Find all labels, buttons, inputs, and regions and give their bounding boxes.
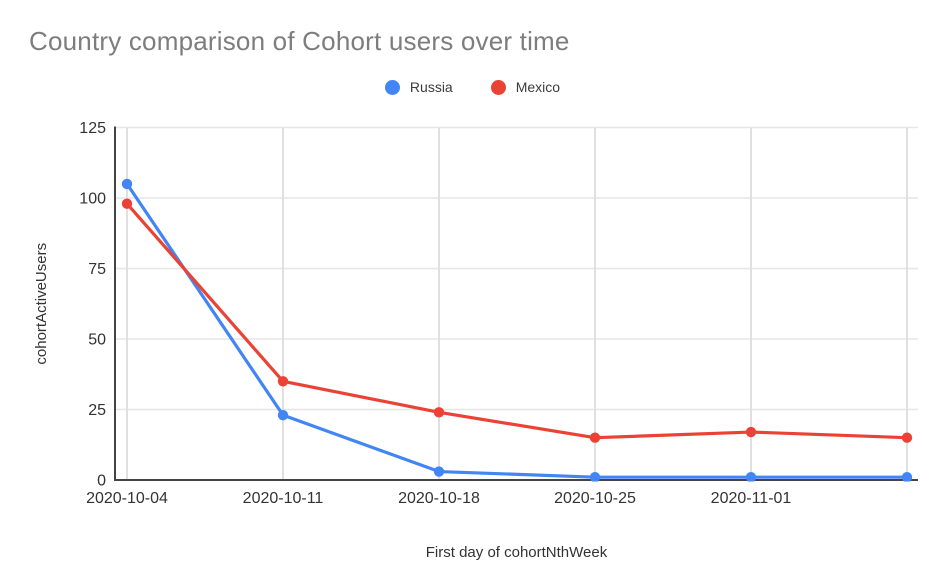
data-point-mexico-4[interactable] [745,426,757,438]
data-point-mexico-2[interactable] [433,407,445,418]
x-axis-title: First day of cohortNthWeek [426,544,608,561]
x-tick-label-2020-10-18: 2020-10-18 [398,490,480,507]
y-tick-label-100: 100 [79,191,106,208]
x-tick-label-2020-10-25: 2020-10-25 [554,490,636,507]
legend-item-mexico[interactable]: Mexico [490,79,561,95]
data-point-mexico-3[interactable] [589,432,601,443]
y-tick-label-0: 0 [97,473,106,490]
data-point-russia-0[interactable] [121,178,133,190]
chart-legend: Russia Mexico [0,79,945,95]
russia-line [125,182,909,479]
x-tick-label-2020-10-11: 2020-10-11 [243,490,324,507]
y-tick-label-75: 75 [88,261,106,278]
legend-label-mexico: Mexico [515,79,561,95]
series-mexico [121,198,913,443]
y-tick-label-125: 125 [79,120,106,137]
chart-title: Country comparison of Cohort users over … [29,26,570,56]
mexico-series-swatch-icon [490,79,506,95]
data-point-mexico-0[interactable] [121,198,133,209]
russia-series-swatch-icon [384,79,400,95]
legend-label-russia: Russia [409,79,453,95]
data-point-russia-2[interactable] [433,466,445,477]
data-point-russia-3[interactable] [589,471,601,482]
y-tick-label-50: 50 [88,332,106,349]
y-tick-label-25: 25 [88,402,106,419]
x-tick-label-2020-10-04: 2020-10-04 [86,490,168,507]
data-point-russia-4[interactable] [745,471,757,482]
legend-item-russia[interactable]: Russia [384,79,453,95]
data-point-mexico-1[interactable] [277,376,289,387]
data-point-mexico-5[interactable] [901,432,913,443]
mexico-line [125,202,909,440]
data-point-russia-1[interactable] [277,409,289,421]
y-axis-title: cohortActiveUsers [33,243,50,365]
series-russia [121,178,913,482]
data-point-russia-5[interactable] [901,471,913,482]
x-tick-label-2020-11-01: 2020-11-01 [711,490,792,507]
